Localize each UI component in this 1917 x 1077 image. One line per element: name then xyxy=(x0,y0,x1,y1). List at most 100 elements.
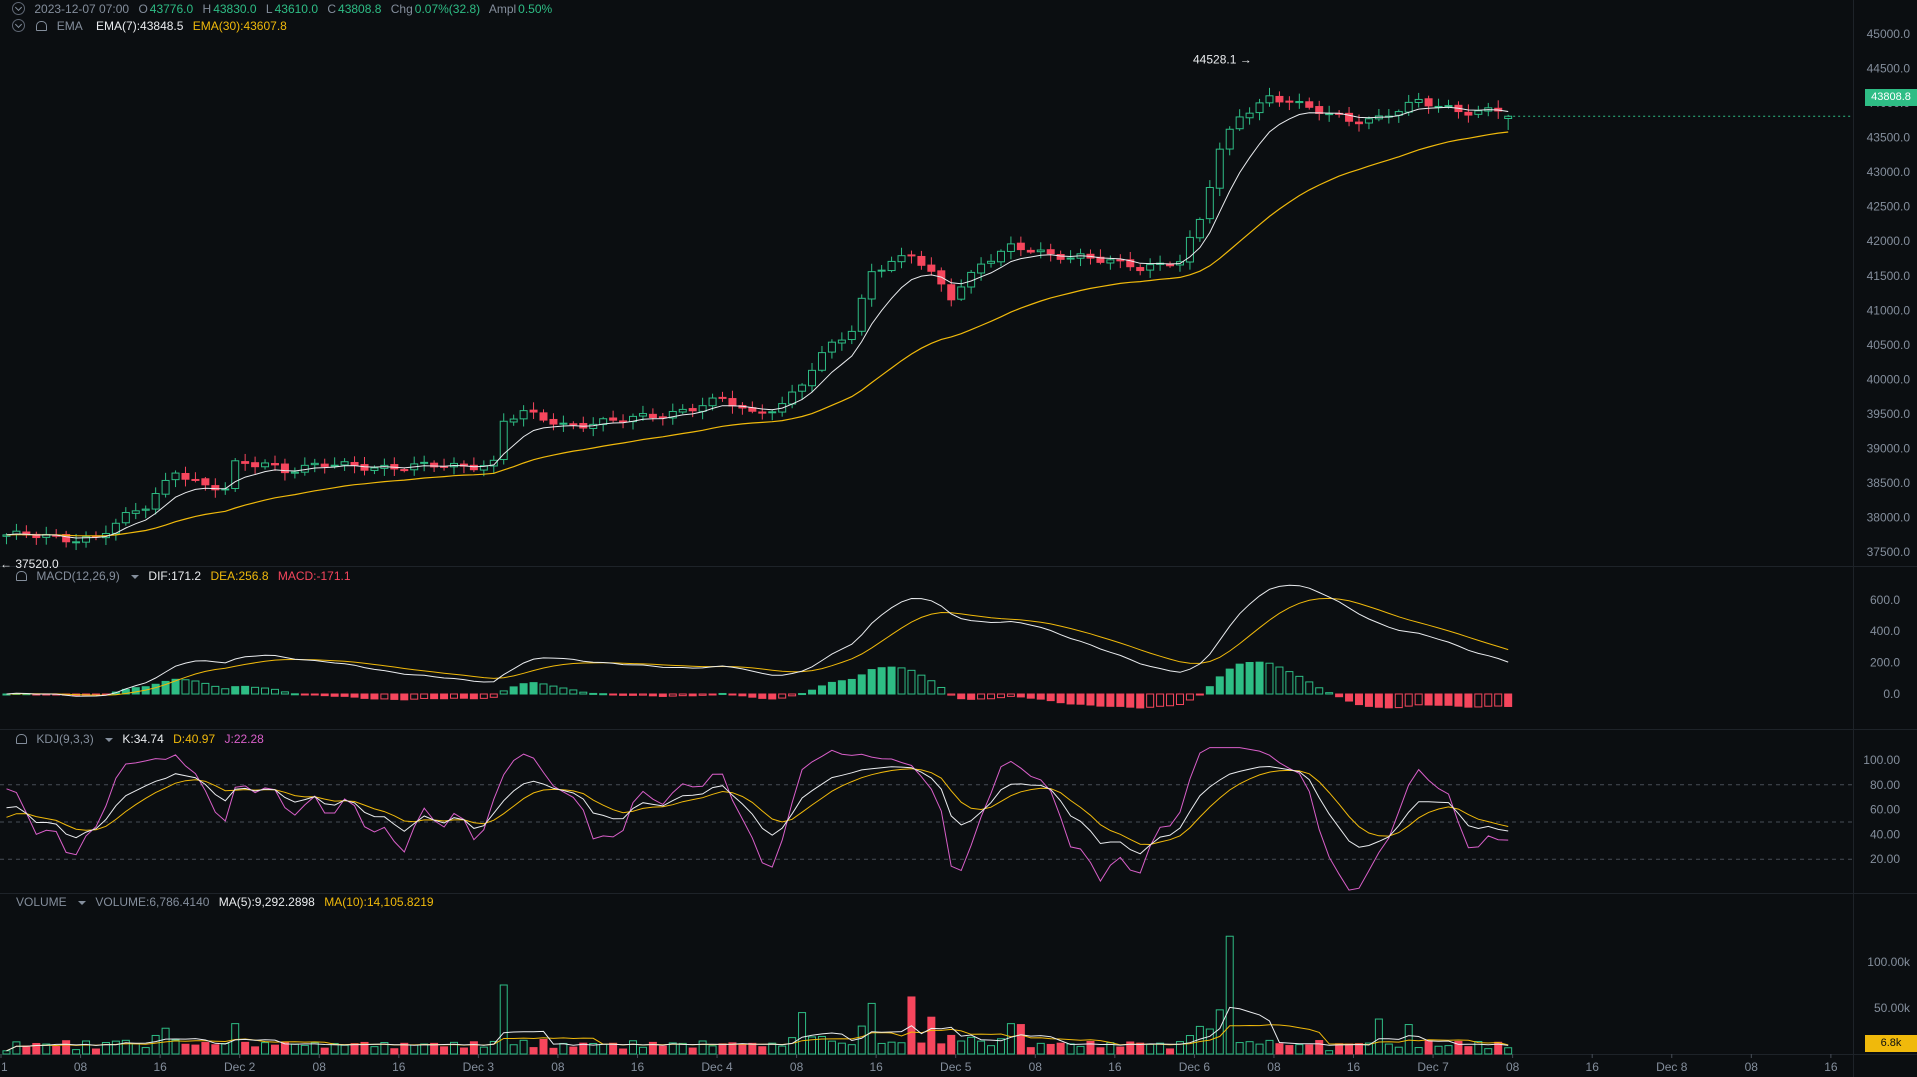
candle-body xyxy=(1126,259,1135,268)
candle-body xyxy=(290,471,299,474)
candle-body xyxy=(857,297,866,332)
macd-histogram-bar xyxy=(380,693,389,700)
macd-histogram-bar xyxy=(410,693,419,700)
macd-histogram-bar xyxy=(569,689,578,695)
kdj-k-line xyxy=(6,765,1509,855)
macd-histogram-bar xyxy=(1235,663,1244,695)
volume-bar xyxy=(320,1047,329,1055)
macd-histogram-bar xyxy=(847,678,856,695)
candle-body xyxy=(1016,242,1025,251)
candle-body xyxy=(201,478,210,486)
kdj-d: D:40.97 xyxy=(173,732,216,746)
time-axis-label: Dec 4 xyxy=(701,1060,733,1074)
candle-body xyxy=(559,422,568,425)
volume-bar xyxy=(947,1034,956,1055)
price-axis-label: 38500.0 xyxy=(1867,476,1911,490)
macd-histogram-bar xyxy=(579,691,588,695)
candle-body xyxy=(1116,259,1125,262)
macd-histogram-bar xyxy=(738,693,747,697)
candle-body xyxy=(261,462,270,468)
volume-bar xyxy=(1096,1047,1105,1055)
candle-body xyxy=(718,396,727,399)
volume-bar xyxy=(778,1045,787,1055)
volume-bar xyxy=(1076,1045,1085,1055)
candle-body xyxy=(420,461,429,464)
volume-bar xyxy=(1016,1024,1025,1055)
bell-icon[interactable] xyxy=(16,570,27,581)
time-axis-label: Dec 2 xyxy=(224,1060,256,1074)
bell-icon[interactable] xyxy=(16,733,27,744)
volume-bar xyxy=(1354,1043,1363,1055)
macd-histogram-bar xyxy=(1454,693,1463,707)
macd-hist: MACD:-171.1 xyxy=(277,569,351,583)
macd-histogram-bar xyxy=(1046,693,1055,702)
chevron-down-icon[interactable] xyxy=(131,574,140,579)
volume-bar xyxy=(1374,1018,1383,1055)
volume-bar xyxy=(1345,1043,1354,1055)
volume-bar xyxy=(768,1042,777,1055)
volume-bar xyxy=(489,1040,498,1055)
volume-bar xyxy=(648,1041,657,1055)
kdj-j-line xyxy=(6,747,1509,891)
candle-body xyxy=(1056,254,1065,260)
macd-histogram-bar xyxy=(1354,693,1363,706)
volume-bar xyxy=(1006,1023,1015,1055)
macd-histogram-bar xyxy=(1295,675,1304,695)
candle-body xyxy=(708,397,717,407)
macd-histogram-bar xyxy=(201,682,210,695)
macd-axis-label: 600.0 xyxy=(1870,593,1900,607)
candle-body xyxy=(280,463,289,474)
macd-histogram-bar xyxy=(599,693,608,696)
macd-histogram-bar xyxy=(778,693,787,699)
volume-bar xyxy=(917,1042,926,1055)
close-value: 43808.8 xyxy=(338,2,382,16)
candle-body xyxy=(1325,113,1334,116)
chevron-down-icon[interactable] xyxy=(78,900,87,905)
collapse-icon[interactable] xyxy=(12,2,25,16)
volume-bar xyxy=(91,1048,100,1055)
candle-body xyxy=(1315,106,1324,114)
volume-bar xyxy=(1056,1042,1065,1055)
volume-bar xyxy=(181,1043,190,1055)
volume-bar xyxy=(837,1042,846,1055)
candle-body xyxy=(151,493,160,510)
volume-bar xyxy=(350,1043,359,1055)
candle-body xyxy=(1245,112,1254,119)
candle-body xyxy=(887,260,896,272)
candle-body xyxy=(1195,218,1204,239)
bell-icon[interactable] xyxy=(36,20,48,31)
volume-bar xyxy=(1454,1040,1463,1055)
macd-histogram-bar xyxy=(440,693,449,700)
volume-bar xyxy=(1156,1042,1165,1055)
volume-bar xyxy=(718,1043,727,1055)
candle-body xyxy=(589,423,598,429)
macd-histogram-bar xyxy=(400,693,409,701)
volume-bar xyxy=(678,1042,687,1055)
candle-body xyxy=(131,510,140,514)
macd-histogram-bar xyxy=(977,693,986,700)
volume-axis-label: 50.00k xyxy=(1874,1001,1911,1015)
volume-bar xyxy=(559,1042,568,1055)
volume-bar xyxy=(569,1046,578,1055)
macd-histogram-bar xyxy=(708,693,717,696)
chevron-down-icon[interactable] xyxy=(105,737,114,742)
macd-histogram-bar xyxy=(1424,693,1433,706)
kdj-d-line xyxy=(6,768,1509,846)
candle-body xyxy=(549,418,558,425)
price-axis-label: 38000.0 xyxy=(1867,511,1911,525)
volume-bar xyxy=(619,1048,628,1055)
volume-bar xyxy=(987,1045,996,1055)
time-axis-label: Dec 6 xyxy=(1179,1060,1211,1074)
macd-histogram-bar xyxy=(947,693,956,696)
macd-histogram-bar xyxy=(1126,693,1135,708)
macd-histogram-bar xyxy=(1444,693,1453,706)
time-axis-label: 08 xyxy=(1745,1060,1759,1074)
macd-histogram-bar xyxy=(619,693,628,696)
macd-histogram-bar xyxy=(549,685,558,695)
volume-ma5-line xyxy=(6,1006,1509,1052)
volume-bar xyxy=(788,1037,797,1055)
candle-body xyxy=(1464,111,1473,116)
volume-bar xyxy=(748,1042,757,1055)
collapse-icon[interactable] xyxy=(12,19,25,33)
